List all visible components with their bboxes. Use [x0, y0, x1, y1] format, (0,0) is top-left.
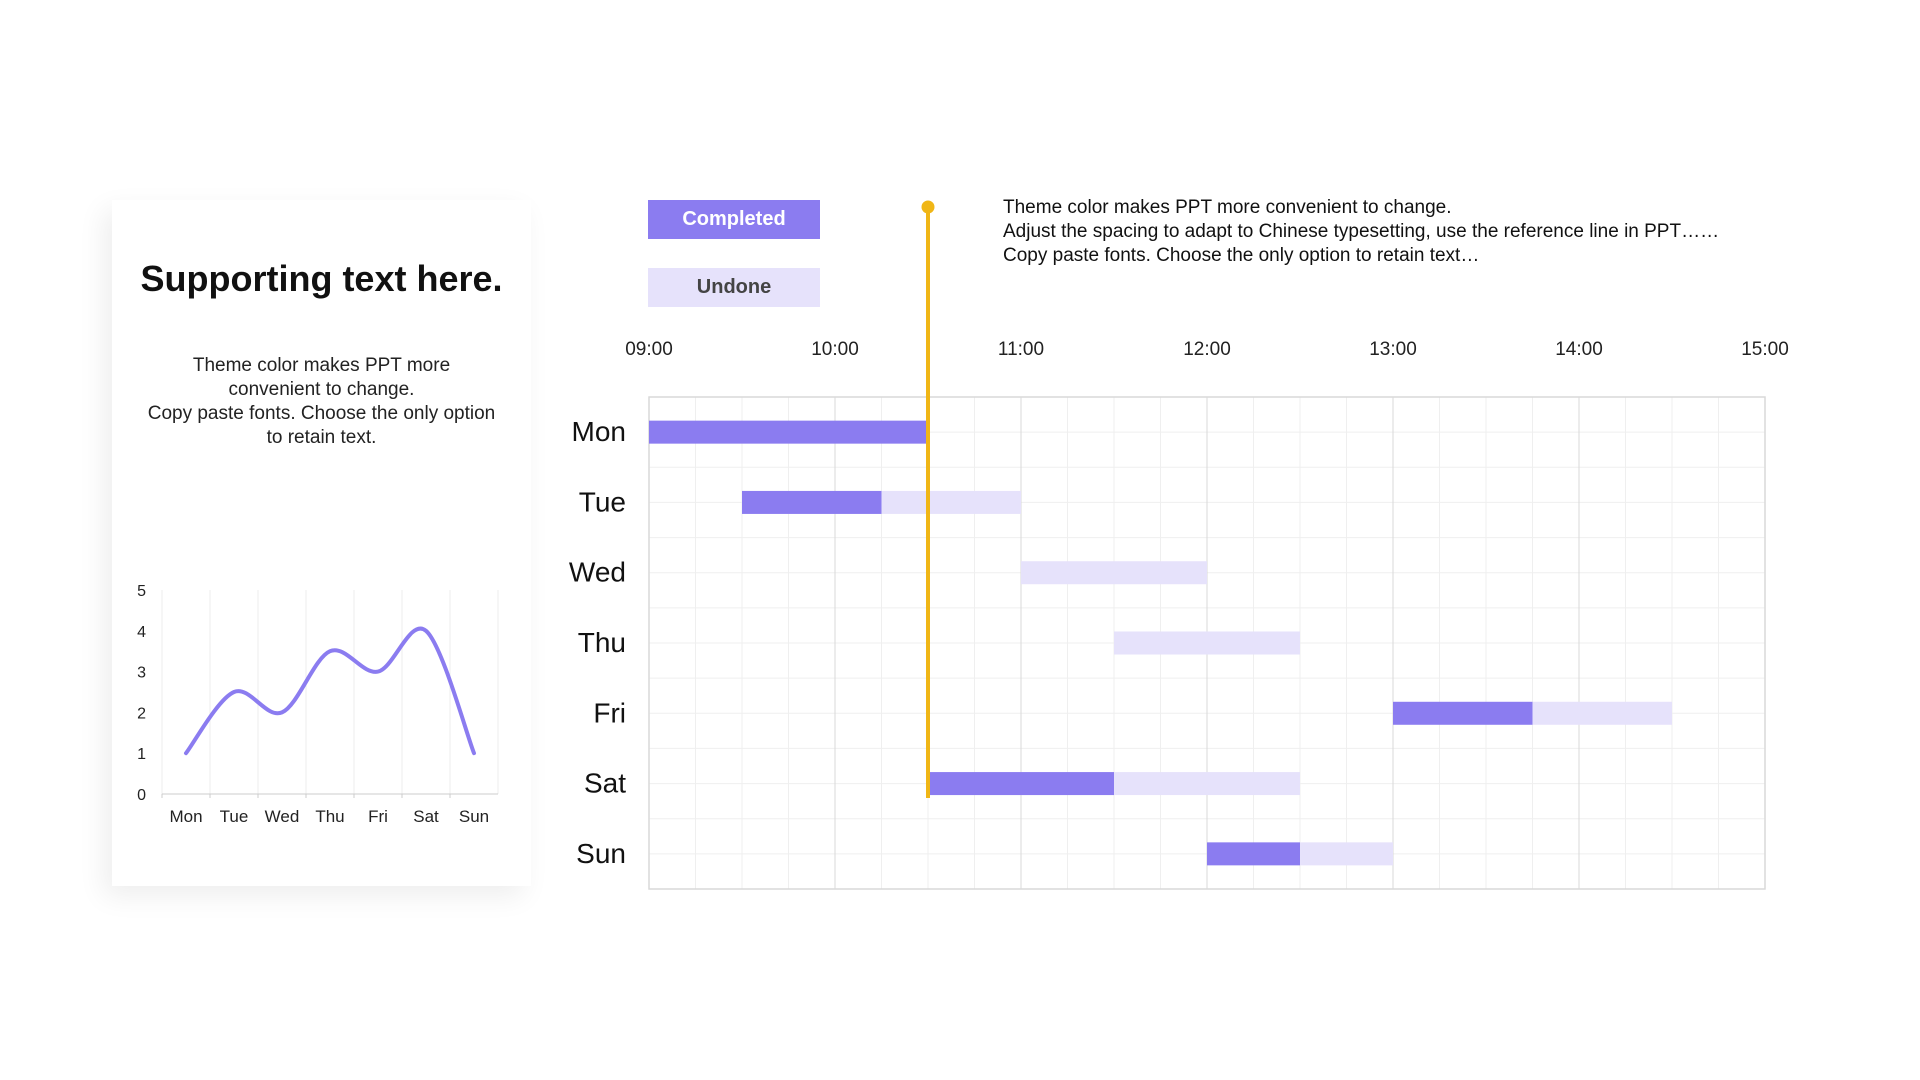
weekly-line-chart: Mon Tue Wed Thu Fri Sat Sun 0 1 2 3 4 5	[137, 583, 499, 826]
mini-chart-x-tick-label: Fri	[368, 807, 388, 826]
card-body-line: Theme color makes PPT more	[192, 355, 451, 376]
summary-card: Supporting text here. Theme color makes …	[112, 200, 531, 886]
mini-chart-y-tick-label: 2	[137, 705, 146, 722]
reference-line-marker	[921, 200, 935, 214]
mini-chart-x-tick-label: Mon	[169, 807, 202, 826]
gantt-bar-undone	[1114, 631, 1300, 655]
card-body-line: convenient to change.	[228, 379, 415, 400]
mini-chart-x-tick-label: Wed	[265, 807, 300, 826]
gantt-bar-undone	[1114, 772, 1300, 796]
gantt-bar-completed	[649, 420, 928, 444]
gantt-day-label: Fri	[593, 697, 626, 728]
mini-chart-x-tick-label: Thu	[315, 807, 344, 826]
mini-chart-x-tick-label: Sat	[413, 807, 439, 826]
gantt-time-tick-label: 14:00	[1555, 339, 1603, 360]
mini-chart-y-tick-label: 3	[137, 665, 146, 682]
gantt-bar-completed	[928, 772, 1114, 796]
legend-completed-label: Completed	[682, 208, 786, 230]
gantt-day-label: Sun	[576, 838, 626, 869]
gantt-time-tick-label: 15:00	[1741, 339, 1789, 360]
gantt-bar-undone	[881, 490, 1021, 514]
mini-chart-series-line	[184, 626, 476, 756]
legend-completed: Completed	[648, 200, 820, 239]
gantt-bar-undone	[1021, 561, 1207, 585]
mini-chart-x-tick-label: Sun	[459, 807, 489, 826]
gantt-day-label: Thu	[578, 627, 626, 658]
card-body-line: to retain text.	[266, 427, 377, 448]
mini-chart-y-tick-label: 4	[137, 624, 146, 641]
gantt-day-label: Wed	[569, 557, 626, 588]
gantt-day-label: Tue	[579, 486, 626, 517]
note-line: Theme color makes PPT more convenient to…	[1003, 197, 1452, 218]
gantt-time-tick-label: 12:00	[1183, 339, 1231, 360]
gantt-time-tick-label: 09:00	[625, 339, 673, 360]
gantt-bar-undone	[1532, 701, 1672, 725]
gantt-day-label: Mon	[572, 416, 626, 447]
note-line: Copy paste fonts. Choose the only option…	[1003, 245, 1480, 266]
gantt-time-tick-label: 13:00	[1369, 339, 1417, 360]
gantt-plot-border	[648, 396, 1766, 890]
gantt-time-tick-label: 11:00	[998, 339, 1044, 360]
gantt-bar-completed	[742, 490, 882, 514]
mini-chart-y-tick-label: 0	[137, 787, 146, 804]
legend-undone: Undone	[648, 268, 820, 307]
legend-undone-label: Undone	[696, 276, 772, 298]
gantt-bar-completed	[1393, 701, 1533, 725]
gantt-bar-completed	[1207, 842, 1300, 866]
note-line: Adjust the spacing to adapt to Chinese t…	[1003, 221, 1720, 242]
mini-chart-x-tick-label: Tue	[220, 807, 249, 826]
card-body-text: Theme color makes PPT more convenient to…	[124, 354, 519, 450]
gantt-day-label: Sat	[584, 768, 626, 799]
mini-chart-y-tick-label: 1	[137, 746, 146, 763]
gantt-bar-undone	[1300, 842, 1393, 866]
card-title: Supporting text here.	[140, 258, 503, 299]
card-body-line: Copy paste fonts. Choose the only option	[147, 403, 496, 424]
gantt-time-tick-label: 10:00	[811, 339, 859, 360]
mini-chart-y-tick-label: 5	[137, 583, 146, 600]
notes-text: Theme color makes PPT more convenient to…	[1003, 196, 1883, 268]
